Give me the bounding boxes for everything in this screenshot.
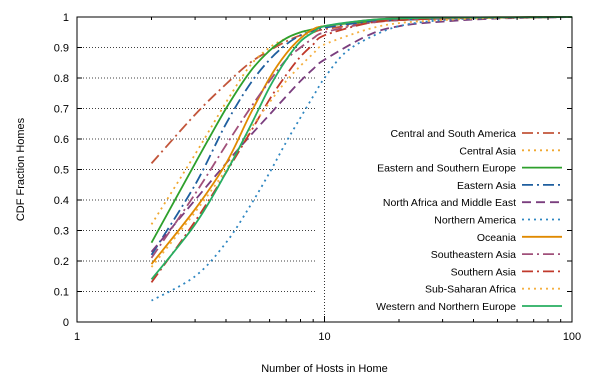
y-tick-label: 0.6 [54,134,69,146]
legend-label: Sub-Saharan Africa [425,284,516,296]
legend-entry: Sub-Saharan Africa [425,284,562,296]
y-tick-label: 0.9 [54,43,69,55]
x-axis-label: Number of Hosts in Home [261,363,388,375]
tick-layer: 0 0.1 0.2 0.3 0.4 0.5 0.6 0.7 0.8 0.9 1 1 10 100 [54,12,581,343]
x-tick-label: 100 [563,331,581,343]
y-tick-label: 1 [63,12,69,24]
legend-entry: Western and Northern Europe [376,301,562,313]
legend-label: Southeastern Asia [431,249,516,261]
legend-entry: North Africa and Middle East [383,197,562,209]
legend-label: Central and South America [391,128,517,140]
legend-label: Southern Asia [451,266,517,278]
y-tick-label: 0 [63,317,69,329]
series-line-6 [150,16,573,265]
y-axis-label: CDF Fraction Homes [15,117,27,221]
y-tick-label: 0.8 [54,73,69,85]
legend-label: Central Asia [459,145,516,157]
series-line-5 [151,16,573,302]
legend-entry: Eastern and Southern Europe [377,163,562,175]
legend-label: Oceania [477,232,516,244]
y-tick-label: 0.3 [54,226,69,238]
legend-entry: Southeastern Asia [431,249,562,261]
legend-label: Eastern and Southern Europe [377,163,516,175]
legend-entry: Central Asia [459,145,562,157]
y-tick-label: 0.5 [54,165,69,177]
legend-label: Western and Northern Europe [376,301,516,313]
grid-layer [77,17,325,322]
legend-entry: Eastern Asia [457,180,562,192]
legend-label: Eastern Asia [457,180,516,192]
y-tick-label: 0.1 [54,287,69,299]
legend-entry: Central and South America [391,128,562,140]
x-tick-label: 1 [74,331,80,343]
y-tick-label: 0.2 [54,256,69,268]
legend-label: Northern America [434,215,516,227]
x-tick-label: 10 [318,331,330,343]
legend-entry: Northern America [434,215,562,227]
legend: Central and South America Central Asia Eas… [376,128,562,313]
y-tick-label: 0.7 [54,104,69,116]
y-tick-label: 0.4 [54,195,69,207]
legend-entry: Southern Asia [451,266,562,278]
legend-entry: Oceania [477,232,562,244]
series-line-9 [150,16,573,268]
legend-label: North Africa and Middle East [383,197,516,209]
